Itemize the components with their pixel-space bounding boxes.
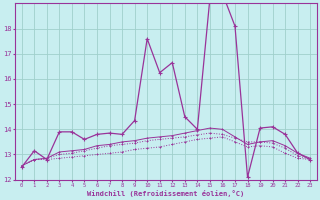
X-axis label: Windchill (Refroidissement éolien,°C): Windchill (Refroidissement éolien,°C) <box>87 190 244 197</box>
